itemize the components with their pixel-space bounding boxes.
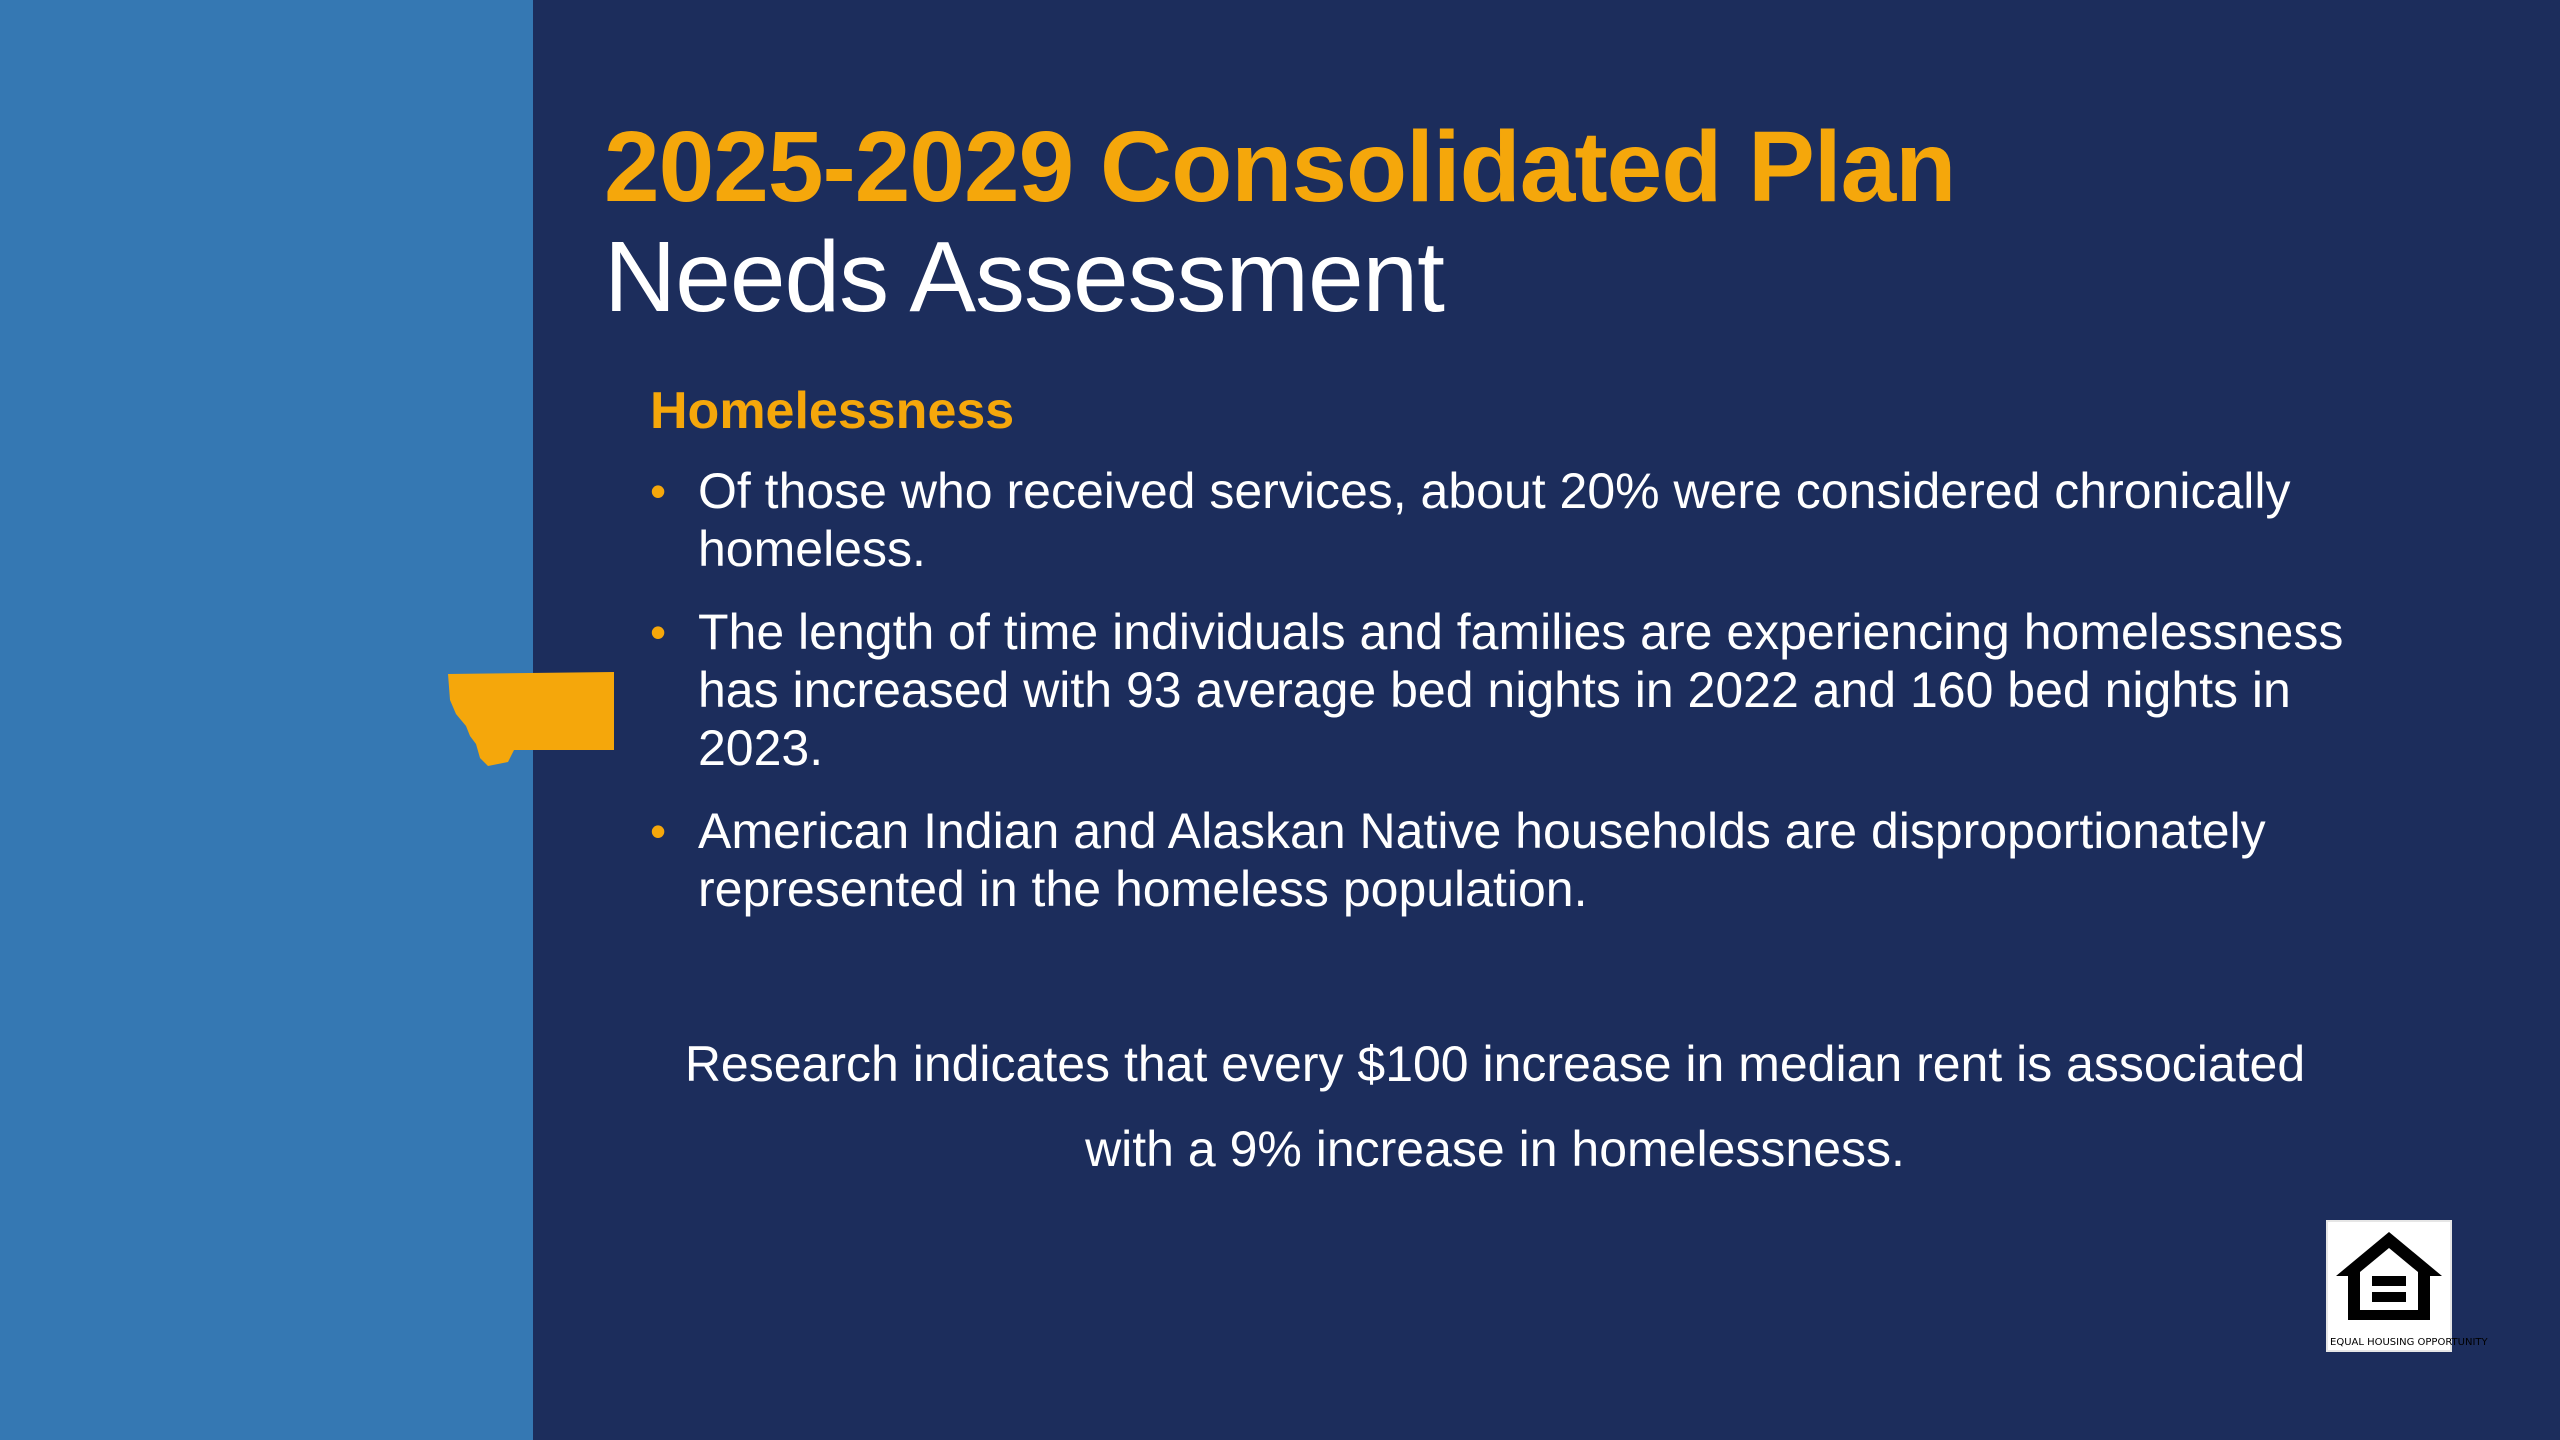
montana-state-icon	[448, 672, 614, 766]
bullet-text: The length of time individuals and famil…	[698, 604, 2344, 776]
slide-subtitle: Needs Assessment	[604, 221, 1445, 333]
bullet-dot-icon: •	[650, 606, 667, 658]
bullet-item: • The length of time individuals and fam…	[650, 603, 2370, 777]
bullet-item: • Of those who received services, about …	[650, 462, 2370, 578]
section-heading: Homelessness	[650, 382, 1015, 440]
montana-state-shape	[448, 672, 614, 766]
equal-housing-opportunity-icon	[2336, 1232, 2442, 1320]
research-callout: Research indicates that every $100 incre…	[684, 1036, 2306, 1177]
bullet-dot-icon: •	[650, 805, 667, 857]
bullet-dot-icon: •	[650, 465, 667, 517]
bullet-text: American Indian and Alaskan Native house…	[698, 803, 2266, 917]
left-panel	[0, 0, 533, 1440]
logo-caption: EQUAL HOUSING OPPORTUNITY	[2330, 1337, 2488, 1348]
bullet-text: Of those who received services, about 20…	[698, 463, 2291, 577]
bullet-list: • Of those who received services, about …	[650, 462, 2370, 943]
bullet-item: • American Indian and Alaskan Native hou…	[650, 802, 2370, 918]
equal-housing-opportunity-logo: EQUAL HOUSING OPPORTUNITY	[2326, 1220, 2488, 1352]
slide-title: 2025-2029 Consolidated Plan	[604, 111, 1956, 223]
